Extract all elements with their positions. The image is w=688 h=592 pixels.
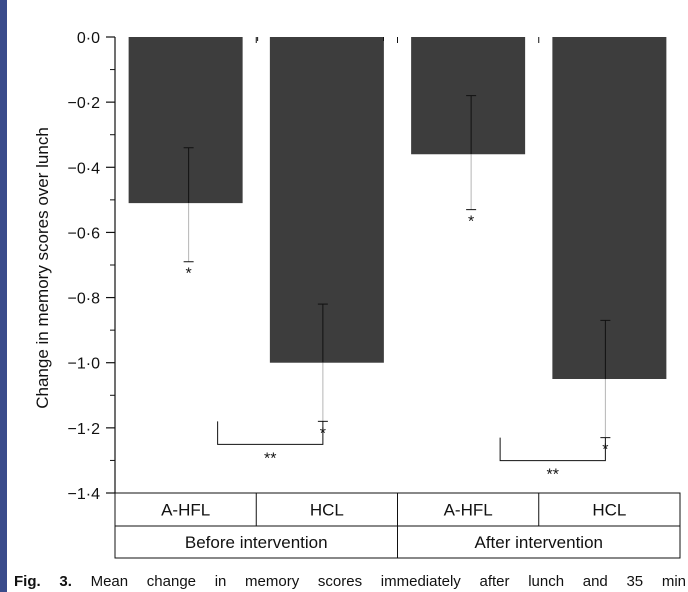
bar-4 bbox=[552, 37, 667, 379]
significance-star-3: * bbox=[468, 214, 474, 231]
y-tick-label: 0·0 bbox=[77, 30, 100, 47]
comparison-label-2: ** bbox=[547, 467, 559, 484]
bar-chart: **** 0·0−0·2−0·4−0·6−0·8−1·0−1·2−1·4 ***… bbox=[33, 30, 681, 559]
figure-caption: Fig. 3. Mean change in memory scores imm… bbox=[14, 573, 686, 591]
y-axis-label: Change in memory scores over lunch bbox=[33, 127, 52, 409]
significance-layer: ** ** bbox=[217, 421, 606, 484]
group-label-1: Before intervention bbox=[185, 533, 328, 552]
category-label-3: A-HFL bbox=[444, 501, 493, 520]
y-tick-label: −1·2 bbox=[68, 421, 101, 438]
bars-layer bbox=[128, 37, 667, 379]
y-tick-label: −1·0 bbox=[68, 356, 101, 373]
comparison-bracket-1 bbox=[217, 421, 324, 445]
bar-1 bbox=[128, 37, 243, 204]
bar-2 bbox=[269, 37, 384, 363]
significance-star-1: * bbox=[186, 266, 192, 283]
y-tick-label: −0·6 bbox=[68, 225, 101, 242]
caption-label: Fig. 3. bbox=[14, 573, 72, 590]
caption-text: Mean change in memory scores immediately… bbox=[90, 573, 686, 590]
y-axis: 0·0 −0·2 −0·4 −0·6 −0·8 −1·0 −1·2 −1·4 bbox=[68, 30, 116, 503]
y-tick-label: −0·4 bbox=[68, 160, 101, 177]
category-label-1: A-HFL bbox=[161, 501, 210, 520]
category-label-4: HCL bbox=[592, 501, 626, 520]
group-label-2: After intervention bbox=[474, 533, 603, 552]
y-tick-label: −0·2 bbox=[68, 95, 101, 112]
error-bars-layer: **** bbox=[183, 95, 611, 459]
top-ticks bbox=[255, 37, 540, 43]
category-table: A-HFL HCL A-HFL HCL Before intervention After… bbox=[114, 492, 681, 559]
category-label-2: HCL bbox=[310, 501, 344, 520]
y-tick-label: −1·4 bbox=[68, 486, 101, 503]
left-accent-bar bbox=[0, 0, 7, 592]
y-tick-label: −0·8 bbox=[68, 291, 101, 308]
comparison-label-1: ** bbox=[264, 450, 276, 467]
comparison-bracket-2 bbox=[499, 437, 606, 462]
